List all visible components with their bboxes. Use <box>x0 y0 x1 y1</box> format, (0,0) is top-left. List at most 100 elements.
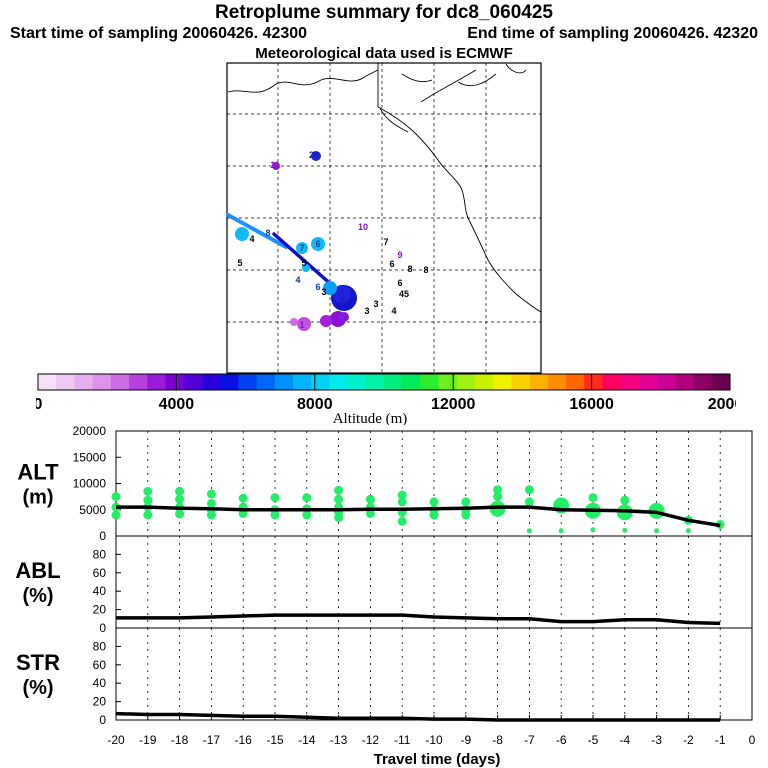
colorbar-tick-label: 0 <box>36 396 43 413</box>
plume-bubble <box>302 264 310 272</box>
altitude-marker <box>270 493 280 503</box>
altitude-marker <box>524 485 534 495</box>
x-tick-label: -7 <box>524 733 535 747</box>
colorbar-swatch <box>92 374 112 390</box>
altitude-marker <box>558 528 564 534</box>
trajectory-day-number: 8 <box>423 265 428 275</box>
altitude-colorbar: 0 4000 8000 12000 16000 20000 Altitude (m) <box>36 373 736 425</box>
y-tick-label: 60 <box>93 658 107 672</box>
colorbar-swatch <box>347 374 367 390</box>
trajectory-day-number: 3 <box>373 299 378 309</box>
altitude-marker <box>238 493 248 503</box>
altitude-marker <box>143 486 153 496</box>
plume-bubble <box>311 237 325 251</box>
x-tick-label: -17 <box>203 733 221 747</box>
trajectory-day-number: 2 <box>343 312 348 322</box>
altitude-marker <box>111 492 121 502</box>
colorbar-swatch <box>402 374 421 390</box>
altitude-marker <box>206 489 216 499</box>
series-line <box>115 711 721 722</box>
trajectory-day-number: 6 <box>315 239 320 249</box>
plume-bubble <box>297 317 311 331</box>
altitude-marker <box>493 492 503 502</box>
trajectory-day-number: 3 <box>364 306 369 316</box>
y-tick-label: 5000 <box>79 503 106 517</box>
plume-bubble <box>320 315 332 327</box>
colorbar-swatch <box>547 374 567 390</box>
altitude-marker <box>654 528 660 534</box>
plume-bubble <box>333 285 351 303</box>
colorbar-swatch <box>201 374 221 390</box>
x-tick-label: -15 <box>266 733 284 747</box>
altitude-marker <box>397 497 407 507</box>
y-tick-label: 20000 <box>73 424 107 438</box>
colorbar-swatch <box>329 374 348 390</box>
trajectory-day-number: 10 <box>358 222 368 232</box>
page-title: Retroplume summary for dc8_060425 <box>215 2 553 23</box>
altitude-marker <box>175 509 185 519</box>
x-tick-label: -11 <box>394 733 411 747</box>
plume-bubble <box>311 151 321 161</box>
altitude-marker <box>175 494 185 504</box>
trajectory-day-number: 4 <box>295 275 300 285</box>
colorbar-swatch <box>584 374 603 390</box>
panel-label-name: STR <box>16 650 60 675</box>
colorbar-swatch <box>129 374 148 390</box>
colorbar-swatch <box>110 374 130 390</box>
trajectory-day-number: 11 <box>270 160 280 170</box>
trajectory-day-number: 7 <box>299 243 304 253</box>
colorbar-swatch <box>638 374 658 390</box>
altitude-marker <box>493 485 503 495</box>
colorbar-swatch <box>529 374 549 390</box>
trajectory-day-number: 8 <box>407 264 412 274</box>
colorbar-swatch <box>274 374 294 390</box>
altitude-marker <box>143 495 153 505</box>
coastline <box>227 63 542 313</box>
trajectory-day-number: 9 <box>397 250 402 260</box>
plume-bubble <box>323 281 337 295</box>
colorbar-swatch <box>292 374 312 390</box>
x-tick-label: 0 <box>749 733 756 747</box>
altitude-marker <box>334 494 344 504</box>
plume-bubble <box>272 162 280 170</box>
colorbar-swatch <box>711 374 731 390</box>
y-tick-label: 15000 <box>73 450 107 464</box>
panel-label-name: ABL <box>15 558 60 583</box>
end-time-text: End time of sampling 20060426. 42320 <box>467 25 758 42</box>
x-tick-label: -1 <box>715 733 726 747</box>
y-tick-label: 20 <box>93 695 107 709</box>
y-tick-label: 0 <box>99 713 106 727</box>
plume-bubble <box>339 312 349 322</box>
colorbar-swatch <box>147 374 166 390</box>
colorbar-swatch <box>657 374 676 390</box>
altitude-marker <box>461 497 471 507</box>
x-tick-label: -18 <box>171 733 189 747</box>
colorbar-tick-label: 20000 <box>708 396 736 413</box>
trajectory-day-number: 5 <box>301 258 306 268</box>
altitude-marker <box>622 527 628 533</box>
altitude-marker <box>206 498 216 508</box>
colorbar-swatch <box>38 374 57 390</box>
altitude-marker <box>588 493 598 503</box>
panel-label-name: ALT <box>17 460 59 485</box>
time-series-panels: 0 5000 10000 15000 20000 0 20 40 60 80 0 20 40 60 80 A… <box>15 424 756 768</box>
plume-bubble <box>235 227 249 241</box>
altitude-marker <box>524 497 534 507</box>
colorbar-swatch <box>675 374 694 390</box>
panel-label-unit: (%) <box>22 677 53 699</box>
colorbar-swatch <box>256 374 276 390</box>
y-tick-label: 0 <box>99 621 106 635</box>
plume-bubble <box>290 318 298 326</box>
x-tick-label: -12 <box>362 733 380 747</box>
altitude-marker <box>397 516 407 526</box>
altitude-marker <box>111 510 121 520</box>
trajectory-day-number: 6 <box>315 282 320 292</box>
x-tick-label: -5 <box>588 733 599 747</box>
altitude-marker <box>143 510 153 520</box>
panel-label-unit: (%) <box>22 585 53 607</box>
trajectory-day-number: 20 <box>309 150 319 160</box>
colorbar-swatch <box>620 374 640 390</box>
colorbar-swatch <box>566 374 585 390</box>
altitude-marker <box>429 497 439 507</box>
